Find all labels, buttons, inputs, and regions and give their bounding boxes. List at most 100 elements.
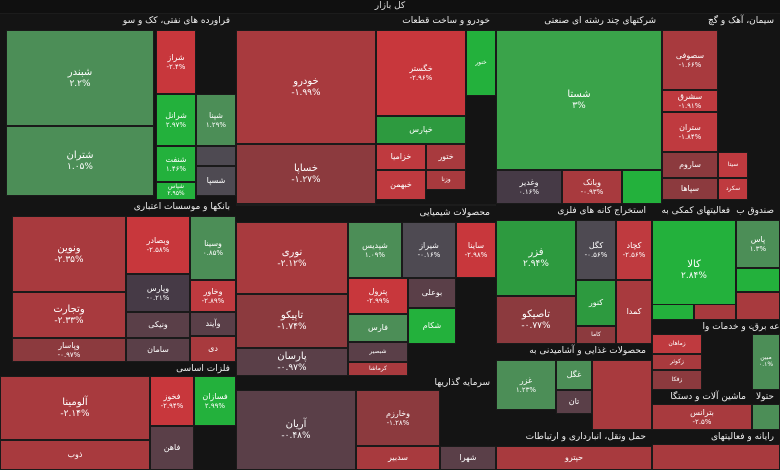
stock-tile-4-2[interactable]: وپاسار -۰.۹۷% bbox=[12, 338, 126, 362]
stock-tile-5-11[interactable]: کرماشا bbox=[348, 362, 408, 376]
stock-tile-4-9[interactable]: وآیند bbox=[190, 312, 236, 336]
sector-11[interactable]: محصولات غذایی و آشامیدنی به غزر ۱.۲۳% غگل تا… bbox=[496, 344, 652, 430]
sector-13[interactable]: زراعت و خدمات وا زماهان زکوثر زفکا bbox=[652, 320, 780, 390]
sector-9[interactable]: فلزات اساسی آلومینا -۲.۱۴% فخوز -۲.۹۴% فسازان… bbox=[0, 362, 236, 470]
stock-tile-9-4[interactable]: ذوب bbox=[0, 440, 150, 470]
stock-tile-7-2[interactable] bbox=[694, 304, 736, 320]
stock-tile-1-1[interactable]: خساپا -۱.۲۷% bbox=[236, 144, 376, 204]
sector-16[interactable]: عه برق مبین ۰.۱% bbox=[752, 320, 780, 390]
stock-tile-11-3[interactable] bbox=[592, 360, 652, 430]
stock-tile-4-10[interactable]: دی bbox=[190, 336, 236, 362]
stock-tile-5-0[interactable]: نوری -۲.۱۲% bbox=[236, 222, 348, 294]
stock-tile-9-3[interactable]: فاهن bbox=[150, 426, 194, 470]
stock-tile-1-4[interactable]: خپارس bbox=[376, 116, 466, 144]
stock-tile-5-6[interactable]: پترول -۲.۹۹% bbox=[348, 278, 408, 314]
sector-14[interactable]: ماشین آلات و دستگا بترانس -۲.۵% bbox=[652, 390, 752, 430]
stock-tile-5-3[interactable]: شپدیس ۱.۰۹% bbox=[348, 222, 402, 278]
stock-tile-4-5[interactable]: ونیکی bbox=[126, 312, 190, 338]
stock-tile-8-1[interactable] bbox=[736, 268, 780, 292]
sector-6[interactable]: استخراج کانه های فلزی فزر ۲.۹۴% تاصیکو -۰.۷۷… bbox=[496, 204, 652, 344]
stock-tile-11-0[interactable]: غزر ۱.۲۳% bbox=[496, 360, 556, 410]
stock-tile-0-7[interactable]: شپاس ۲.۹۵% bbox=[156, 182, 196, 200]
stock-tile-15-0[interactable] bbox=[652, 444, 780, 470]
stock-tile-11-1[interactable]: غگل bbox=[556, 360, 592, 390]
stock-tile-3-6[interactable]: سکرد bbox=[718, 178, 748, 200]
stock-tile-6-1[interactable]: تاصیکو -۰.۷۷% bbox=[496, 296, 576, 344]
stock-tile-8-0[interactable]: پاس ۱.۳% bbox=[736, 220, 780, 268]
stock-tile-6-6[interactable]: کمدا bbox=[616, 280, 652, 344]
stock-tile-10-2[interactable]: سدبیر bbox=[356, 446, 440, 470]
stock-tile-5-2[interactable]: پارسان -۰.۹۷% bbox=[236, 348, 348, 376]
sector-5[interactable]: محصولات شیمیایی نوری -۲.۱۲% تاپیکو -۱.۷۴% پار… bbox=[236, 206, 496, 376]
stock-tile-4-6[interactable]: سامان bbox=[126, 338, 190, 362]
stock-tile-4-3[interactable]: وبصادر -۲.۵۸% bbox=[126, 216, 190, 274]
stock-tile-13-0[interactable]: زماهان bbox=[652, 334, 702, 354]
stock-tile-3-0[interactable]: سصوفی -۱.۶۶% bbox=[662, 30, 718, 90]
stock-tile-6-3[interactable]: کچاد -۲.۵۶% bbox=[616, 220, 652, 280]
sector-3[interactable]: سیمان، آهک و گچ سصوفی -۱.۶۶% سشرق -۱.۹۱% سترا… bbox=[662, 14, 780, 204]
stock-tile-3-2[interactable]: ستران -۱.۸۴% bbox=[662, 112, 718, 152]
stock-tile-1-6[interactable]: ختور bbox=[426, 144, 466, 170]
stock-tile-0-5[interactable]: شنفت ۱.۴۶% bbox=[156, 146, 196, 182]
stock-tile-9-0[interactable]: آلومینا -۲.۱۴% bbox=[0, 376, 150, 440]
stock-tile-0-0[interactable]: شبندر ۲.۲% bbox=[6, 30, 154, 126]
stock-tile-3-1[interactable]: سشرق -۱.۹۱% bbox=[662, 90, 718, 112]
stock-tile-4-4[interactable]: وپارس -۰.۲۱% bbox=[126, 274, 190, 312]
stock-tile-0-8[interactable]: شسپا bbox=[196, 166, 236, 196]
stock-tile-13-1[interactable]: زکوثر bbox=[652, 354, 702, 370]
stock-tile-1-3[interactable]: خنور bbox=[466, 30, 496, 96]
sector-7[interactable]: فعالیتهای کمکی به کالا ۲.۸۴% bbox=[652, 204, 736, 320]
stock-tile-3-5[interactable]: سیتا bbox=[718, 152, 748, 178]
stock-tile-16-0[interactable]: مبین ۰.۱% bbox=[752, 334, 780, 390]
stock-tile-8-2[interactable] bbox=[736, 292, 780, 320]
stock-tile-5-4[interactable]: شیراز -۰.۱۶% bbox=[402, 222, 456, 278]
sector-12[interactable]: حمل ونقل، انبارداری و ارتباطات حپترو bbox=[496, 430, 652, 470]
sector-8[interactable]: صندوق ب پاس ۱.۳% bbox=[736, 204, 780, 320]
sector-17[interactable]: حتولا bbox=[752, 390, 780, 430]
stock-tile-4-0[interactable]: ونوین -۲.۳۵% bbox=[12, 216, 126, 292]
stock-tile-10-3[interactable]: شهرا bbox=[440, 446, 496, 470]
stock-tile-17-0[interactable] bbox=[752, 404, 780, 430]
stock-tile-1-0[interactable]: خودرو -۱.۹۹% bbox=[236, 30, 376, 144]
sector-15[interactable]: رایانه و فعالیتهای bbox=[652, 430, 780, 470]
stock-tile-2-2[interactable]: وبانک -۰.۹۳% bbox=[562, 170, 622, 204]
stock-tile-7-1[interactable] bbox=[652, 304, 694, 320]
stock-tile-6-4[interactable]: کنور bbox=[576, 280, 616, 326]
sector-4[interactable]: بانکها و موسسات اعتباری ونوین -۲.۳۵% وتجارت… bbox=[0, 200, 236, 362]
stock-tile-0-3[interactable]: شرانل ۲.۹۷% bbox=[156, 94, 196, 146]
sector-2[interactable]: شرکتهای چند رشته ای صنعتی شستا ۳% وغدیر ۰.۱۶… bbox=[496, 14, 662, 204]
stock-tile-2-3[interactable] bbox=[622, 170, 662, 204]
stock-tile-10-1[interactable]: وخارزم -۱.۲۸% bbox=[356, 390, 440, 446]
stock-tile-3-4[interactable]: سپاها bbox=[662, 178, 718, 200]
stock-tile-5-7[interactable]: بوعلی bbox=[408, 278, 456, 308]
stock-tile-6-5[interactable]: کاما bbox=[576, 326, 616, 344]
sector-1[interactable]: خودرو و ساخت قطعات خودرو -۱.۹۹% خساپا -۱.۲۷%… bbox=[236, 14, 496, 204]
stock-tile-7-0[interactable]: کالا ۲.۸۴% bbox=[652, 220, 736, 320]
sector-10[interactable]: سرمایه گذاریها آریان -۰.۴۸% وخارزم -۱.۲۸% سدب… bbox=[236, 376, 496, 470]
stock-tile-0-6[interactable] bbox=[196, 146, 236, 166]
stock-tile-14-0[interactable]: بترانس -۲.۵% bbox=[652, 404, 752, 430]
stock-tile-5-1[interactable]: تاپیکو -۱.۷۴% bbox=[236, 294, 348, 348]
stock-tile-13-2[interactable]: زفکا bbox=[652, 370, 702, 390]
stock-tile-5-10[interactable]: شبصیر bbox=[348, 342, 408, 362]
stock-tile-11-2[interactable]: تان bbox=[556, 390, 592, 414]
stock-tile-6-0[interactable]: فزر ۲.۹۴% bbox=[496, 220, 576, 296]
stock-tile-1-8[interactable]: وزنا bbox=[426, 170, 466, 190]
stock-tile-4-8[interactable]: وخاور -۲.۸۹% bbox=[190, 280, 236, 312]
stock-tile-1-7[interactable]: خبهمن bbox=[376, 170, 426, 200]
stock-tile-1-5[interactable]: خزامیا bbox=[376, 144, 426, 170]
stock-tile-3-3[interactable]: ساروم bbox=[662, 152, 718, 178]
stock-tile-2-1[interactable]: وغدیر ۰.۱۶% bbox=[496, 170, 562, 204]
stock-tile-10-0[interactable]: آریان -۰.۴۸% bbox=[236, 390, 356, 470]
stock-tile-6-2[interactable]: کگل -۰.۵۶% bbox=[576, 220, 616, 280]
stock-tile-0-1[interactable]: شتران ۱.۰۵% bbox=[6, 126, 154, 196]
stock-tile-9-2[interactable]: فسازان ۲.۹۹% bbox=[194, 376, 236, 426]
stock-tile-4-7[interactable]: وسینا ۰.۸۵% bbox=[190, 216, 236, 280]
stock-tile-5-8[interactable]: فارس bbox=[348, 314, 408, 342]
sector-0[interactable]: فراورده های نفتی، کک و سو شبندر ۲.۲% شتران ۱… bbox=[0, 14, 236, 200]
stock-tile-0-4[interactable]: شپنا ۱.۲۹% bbox=[196, 94, 236, 146]
stock-tile-5-5[interactable]: ساینا -۲.۹۸% bbox=[456, 222, 496, 278]
stock-tile-5-9[interactable]: شکام bbox=[408, 308, 456, 344]
stock-tile-2-0[interactable]: شستا ۳% bbox=[496, 30, 662, 170]
stock-tile-4-1[interactable]: وتجارت -۲.۳۳% bbox=[12, 292, 126, 338]
